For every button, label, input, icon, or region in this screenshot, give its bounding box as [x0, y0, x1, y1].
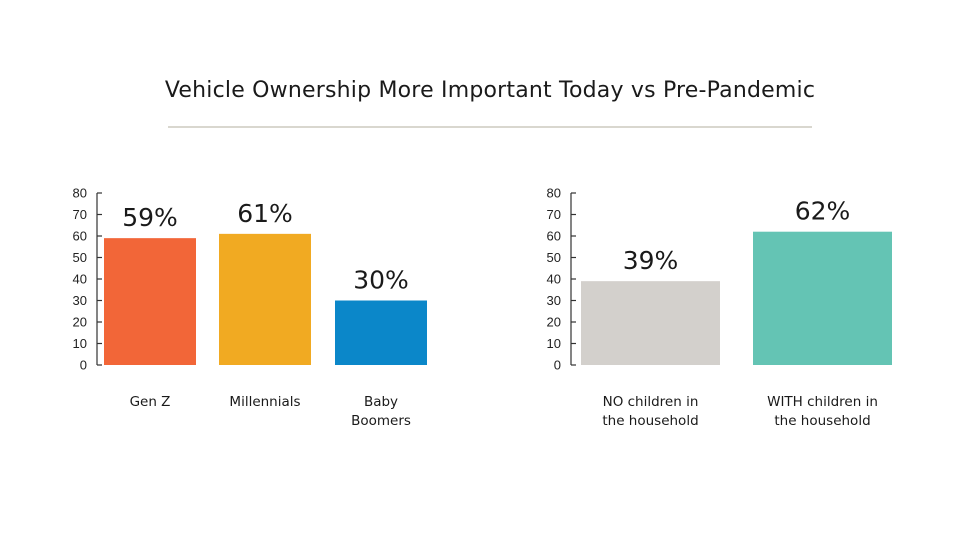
- y-tick-label: 40: [547, 272, 561, 287]
- category-label: Gen Z: [130, 394, 171, 410]
- y-tick-label: 40: [73, 272, 87, 287]
- bar: [104, 238, 196, 365]
- y-tick-label: 30: [73, 293, 87, 308]
- y-tick-label: 30: [547, 293, 561, 308]
- bar: [753, 231, 892, 365]
- category-label: WITH children in: [767, 394, 878, 410]
- bar: [219, 233, 311, 365]
- data-label: 30%: [353, 266, 409, 295]
- y-tick-label: 60: [73, 229, 87, 244]
- category-label: Boomers: [351, 413, 411, 429]
- y-tick-label: 70: [547, 207, 561, 222]
- data-label: 61%: [237, 199, 293, 228]
- category-label: the household: [602, 413, 698, 429]
- y-tick-label: 20: [73, 315, 87, 330]
- category-label: the household: [774, 413, 870, 429]
- y-tick-label: 50: [73, 250, 87, 265]
- title-divider: [168, 126, 812, 128]
- y-tick-label: 10: [547, 336, 561, 351]
- data-label: 62%: [795, 197, 851, 226]
- bar: [581, 281, 720, 365]
- category-label: Millennials: [229, 394, 300, 410]
- y-tick-label: 50: [547, 250, 561, 265]
- data-label: 39%: [623, 246, 679, 275]
- y-tick-label: 10: [73, 336, 87, 351]
- y-tick-label: 80: [73, 186, 87, 201]
- category-label: Baby: [364, 394, 398, 410]
- y-tick-label: 80: [547, 186, 561, 201]
- y-tick-label: 0: [554, 358, 561, 373]
- y-tick-label: 70: [73, 207, 87, 222]
- chart-title: Vehicle Ownership More Important Today v…: [164, 78, 816, 103]
- data-label: 59%: [122, 203, 178, 232]
- category-label: NO children in: [603, 394, 699, 410]
- y-tick-label: 60: [547, 229, 561, 244]
- y-tick-label: 20: [547, 315, 561, 330]
- bar: [335, 300, 427, 365]
- y-tick-label: 0: [80, 358, 87, 373]
